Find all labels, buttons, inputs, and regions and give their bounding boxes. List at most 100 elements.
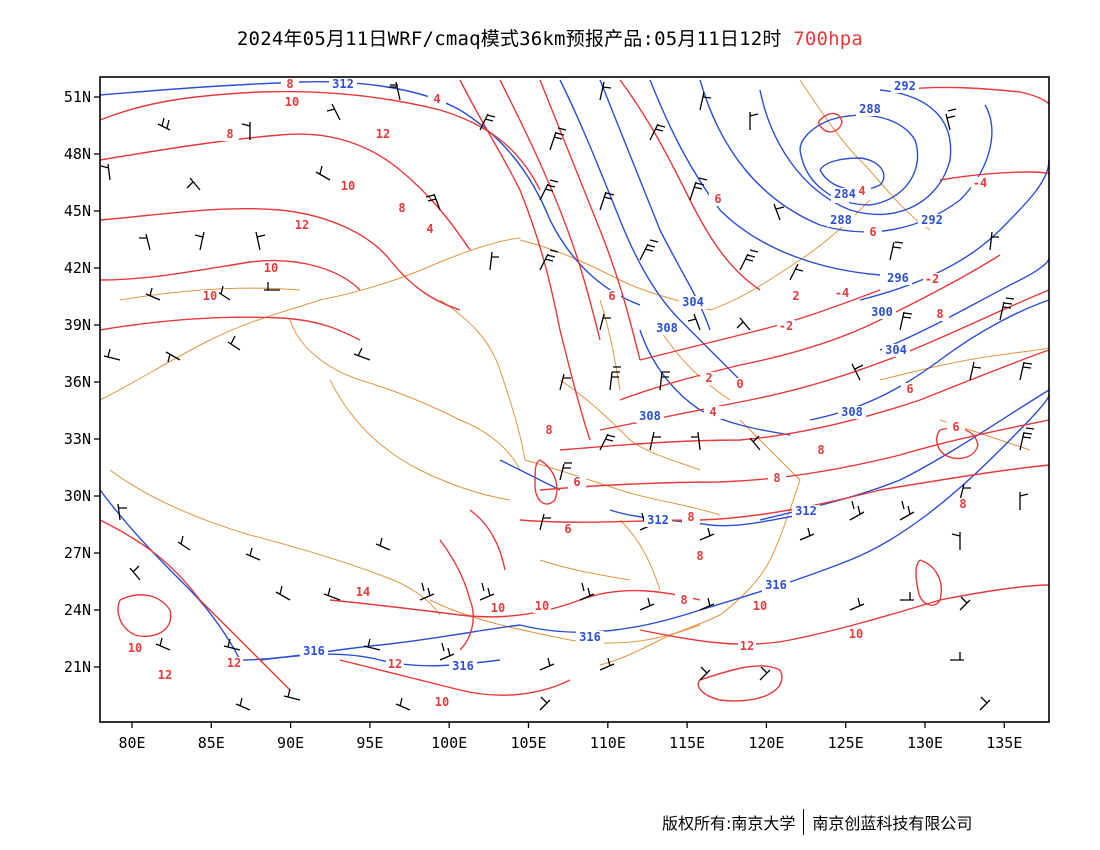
temperature-contour	[599, 289, 1050, 431]
temperature-label-bg	[126, 642, 144, 655]
height-label: 288	[859, 102, 881, 116]
temperature-label-bg	[971, 177, 989, 190]
height-label: 288	[830, 213, 852, 227]
wind-barb	[283, 688, 301, 701]
wind-barb	[479, 113, 496, 131]
temperature-label: 10	[491, 601, 505, 615]
temperature-label: 8	[226, 127, 233, 141]
wind-barb	[539, 513, 551, 531]
temperature-label: 4	[426, 222, 433, 236]
temperature-label: 10	[285, 95, 299, 109]
temperature-label: 6	[714, 192, 721, 206]
height-label-bg	[636, 410, 664, 423]
wind-barb	[155, 637, 171, 651]
wind-barb	[145, 287, 161, 301]
temperature-label: 12	[376, 127, 390, 141]
wind-barb	[549, 127, 567, 151]
temperature-contours	[99, 79, 1050, 702]
lon-tick-label: 105E	[510, 734, 546, 752]
copyright-left: 版权所有:南京大学	[662, 814, 796, 833]
boundary-line	[879, 347, 1050, 381]
wind-barb	[649, 431, 661, 451]
height-label: 284	[834, 187, 856, 201]
wind-barb	[103, 348, 121, 361]
temperature-label: 8	[398, 201, 405, 215]
height-label: 304	[885, 343, 907, 357]
lon-tick-label: 110E	[590, 734, 626, 752]
temperature-label: 10	[128, 641, 142, 655]
temperature-label: 10	[264, 261, 278, 275]
wind-barb	[691, 431, 701, 451]
copyright-right: 南京创蓝科技有限公司	[812, 814, 973, 833]
height-label-bg	[762, 579, 790, 592]
wind-barb	[649, 123, 666, 141]
height-label: 312	[795, 504, 817, 518]
temperature-label: 6	[952, 420, 959, 434]
temperature-label: 10	[535, 599, 549, 613]
temperature-label-bg	[923, 273, 941, 286]
temperature-labels: 8 10 4 8 12 10 8 12 8 10 10 6 8 6 4 2 0 -2 -4 2 4 6 6 6 8 8 8 6 8 12 1…	[126, 77, 989, 709]
temperature-label: 8	[773, 471, 780, 485]
temperature-label-bg	[540, 424, 558, 437]
lon-tick-label: 130E	[907, 734, 943, 752]
wind-barb	[899, 311, 913, 331]
wind-barb	[375, 537, 391, 551]
wind-barb	[639, 597, 655, 611]
temperature-label-bg	[954, 498, 972, 511]
height-label-bg	[868, 306, 896, 319]
temperature-label-bg	[931, 308, 949, 321]
wind-barb	[315, 165, 331, 181]
temperature-label-bg	[354, 586, 372, 599]
height-contour	[99, 81, 641, 306]
lat-tick-label: 21N	[64, 658, 91, 676]
wind-barb	[599, 433, 616, 451]
wind-barb	[1019, 361, 1033, 381]
lat-tick-label: 24N	[64, 601, 91, 619]
wind-barb	[395, 697, 411, 711]
temperature-contour	[99, 316, 361, 341]
wind-barb	[579, 582, 595, 601]
wind-barb	[157, 117, 171, 131]
wind-barb	[736, 317, 751, 331]
wind-barb	[749, 112, 759, 130]
latitude-axis: 51N 48N 45N 42N 39N 36N 33N 30N 27N 24N 21N	[64, 88, 100, 676]
temperature-label: 10	[203, 289, 217, 303]
wind-barb	[439, 642, 455, 661]
temperature-contour	[936, 427, 979, 460]
temperature-label-bg	[293, 219, 311, 232]
temperature-label-bg	[393, 202, 411, 215]
boundary-lines	[99, 79, 1050, 666]
height-label-bg	[918, 214, 946, 227]
boundary-line	[659, 329, 731, 401]
wind-barb	[889, 241, 904, 261]
temperature-label: -4	[835, 286, 849, 300]
lon-tick-label: 90E	[277, 734, 304, 752]
temperature-label: 12	[388, 657, 402, 671]
temperature-label: 6	[608, 289, 615, 303]
height-label: 316	[303, 644, 325, 658]
temperature-contour	[329, 589, 701, 618]
wind-barb	[129, 565, 141, 581]
pressure-level: 700hpa	[793, 28, 864, 50]
wind-barb	[235, 697, 251, 711]
temperature-label-bg	[489, 602, 507, 615]
temperature-label-bg	[691, 550, 709, 563]
temperature-label: 8	[687, 510, 694, 524]
temperature-label: 6	[564, 522, 571, 536]
wind-barb	[539, 179, 559, 201]
wind-barb	[999, 297, 1015, 321]
wind-barb	[194, 231, 205, 251]
temperature-label-bg	[262, 262, 280, 275]
temperature-label-bg	[433, 696, 451, 709]
temperature-contour	[639, 584, 1050, 645]
wind-barb	[851, 363, 864, 381]
copyright-footer: 版权所有:南京大学 南京创蓝科技有限公司	[662, 809, 972, 835]
height-label-bg	[679, 296, 707, 309]
temperature-label-bg	[704, 406, 722, 419]
wind-barb	[699, 91, 712, 111]
wind-barb	[275, 585, 291, 601]
height-contour	[519, 394, 1050, 633]
wind-barb	[1019, 492, 1029, 510]
wind-barb	[479, 582, 495, 601]
